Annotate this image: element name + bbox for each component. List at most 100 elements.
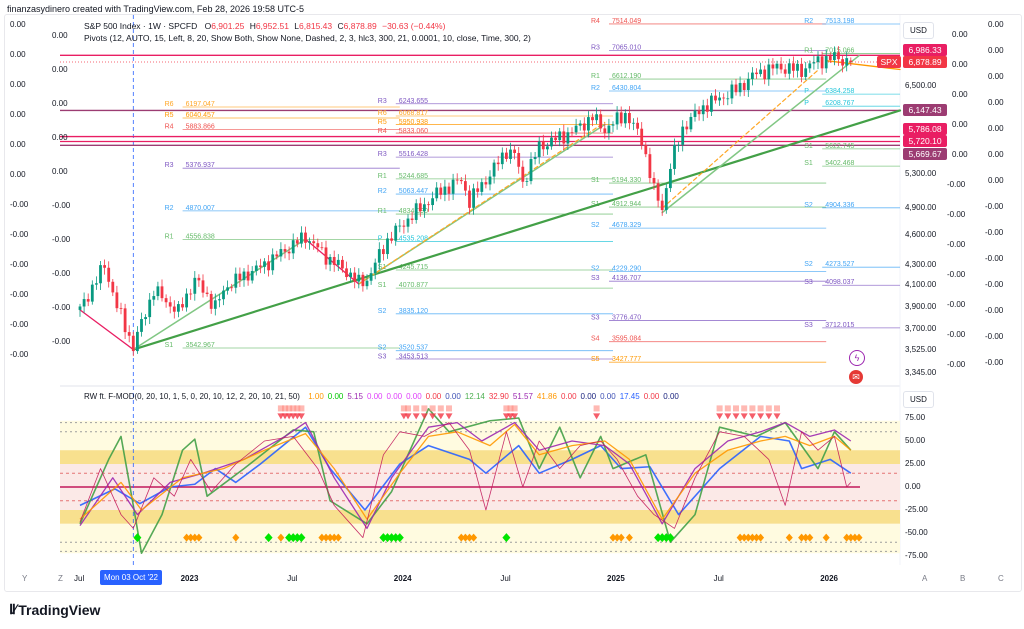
pivots-legend[interactable]: Pivots (12, AUTO, 15, Left, 8, 20, Show … <box>84 33 531 43</box>
pivot-value-label: 4245.715 <box>399 264 428 271</box>
oscillator-axis-label: 25.00 <box>905 459 926 468</box>
tradingview-logo-icon: Ⅱ∕ <box>9 601 16 617</box>
candle-body <box>119 308 123 309</box>
oscillator-axis-label: 0.00 <box>905 482 921 491</box>
pivot-value-label: 5376.937 <box>186 162 215 169</box>
currency-button[interactable]: USD <box>903 22 934 39</box>
time-axis-button-c[interactable]: C <box>998 574 1004 583</box>
lightning-alert-icon[interactable]: ϟ <box>849 350 865 366</box>
time-axis-button-y[interactable]: Y <box>22 574 28 583</box>
symbol-name[interactable]: S&P 500 Index · 1W · SPCFD <box>84 21 198 31</box>
candle-body <box>205 292 209 294</box>
candle-body <box>710 95 713 112</box>
candle-body <box>570 132 574 134</box>
oscillator-axis-label: -50.00 <box>905 528 928 537</box>
candle-body <box>386 238 389 255</box>
tradingview-logo[interactable]: Ⅱ∕ TradingView <box>9 601 100 618</box>
pivot-value-label: 3542.967 <box>186 342 215 349</box>
candle-body <box>615 112 619 125</box>
oscillator-legend[interactable]: RW ft. F-MOD(0, 20, 10, 1, 5, 0, 20, 10,… <box>84 392 683 401</box>
crosshair-date-label: Mon 03 Oct '22 <box>100 570 162 585</box>
symbol-legend[interactable]: S&P 500 Index · 1W · SPCFD O6,901.25 H6,… <box>84 21 445 31</box>
left-scale-label: -0.00 <box>10 200 29 209</box>
candle-body <box>431 198 434 206</box>
green-diamond-signal <box>379 533 388 543</box>
candle-body <box>681 126 685 145</box>
candle-body <box>582 123 586 131</box>
orange-diamond-signal <box>736 533 744 542</box>
signal-highlight <box>741 405 748 412</box>
candle-body <box>353 272 357 282</box>
candle-body <box>361 274 365 287</box>
candle-body <box>800 63 803 77</box>
candle-body <box>808 63 812 69</box>
pivot-level-label: R5 <box>378 119 387 126</box>
candle-body <box>140 319 143 332</box>
chart-frame <box>4 14 1022 592</box>
pivot-level-label: S1 <box>378 282 387 289</box>
change-value: −30.63 (−0.44%) <box>382 21 446 31</box>
candle-body <box>828 56 832 61</box>
orange-diamond-signal <box>318 533 326 542</box>
signal-highlight <box>413 405 420 412</box>
orange-diamond-signal <box>806 533 814 542</box>
brand-name: TradingView <box>18 601 101 618</box>
candle-body <box>669 168 672 189</box>
right-scale-label: -0.00 <box>985 202 1004 211</box>
pivot-level-label: P <box>804 100 809 107</box>
signal-highlight <box>593 405 600 412</box>
red-triangle-signal <box>716 413 724 420</box>
candle-body <box>648 154 652 178</box>
pivot-level-label: S3 <box>591 314 600 321</box>
candle-body <box>566 132 570 144</box>
green-diamond-signal <box>395 533 404 543</box>
candle-body <box>812 62 816 64</box>
candle-body <box>443 186 447 195</box>
orange-diamond-signal <box>232 533 240 542</box>
left-scale-label: 0.00 <box>52 31 68 40</box>
signal-highlight <box>507 405 514 412</box>
time-axis-button-z[interactable]: Z <box>58 574 63 583</box>
oscillator-name[interactable]: RW ft. F-MOD <box>84 392 135 401</box>
time-axis-button-b[interactable]: B <box>960 574 966 583</box>
candle-body <box>291 240 295 254</box>
right-scale-label: 0.00 <box>952 150 968 159</box>
candle-body <box>623 112 627 124</box>
pivot-value-label: 4556.838 <box>186 233 215 240</box>
oscillator-value: 12.14 <box>464 392 485 401</box>
pivot-value-label: 4535.208 <box>399 236 428 243</box>
pivot-value-label: 5950.938 <box>399 119 428 126</box>
oscillator-axis-label: -25.00 <box>905 505 928 514</box>
right-scale-label: 0.00 <box>988 176 1004 185</box>
open-label: O <box>204 21 212 31</box>
trendline <box>661 69 819 209</box>
pivot-level-label: R4 <box>165 123 174 130</box>
green-diamond-signal <box>285 533 294 543</box>
candle-body <box>279 249 283 257</box>
candle-body <box>336 259 340 265</box>
candle-body <box>759 69 762 75</box>
candle-body <box>152 296 156 300</box>
low-label: L <box>294 21 300 31</box>
right-scale-label: 0.00 <box>952 60 968 69</box>
oscillator-value: 0.00 <box>445 392 461 401</box>
signal-highlight <box>724 405 731 412</box>
green-diamond-signal <box>654 533 663 543</box>
candle-body <box>144 317 147 320</box>
candle-body <box>455 179 459 181</box>
oscillator-currency-button[interactable]: USD <box>903 391 934 408</box>
price-tag: 5,669.67 <box>903 147 947 160</box>
time-axis-button-a[interactable]: A <box>922 574 928 583</box>
signal-highlight <box>421 405 428 412</box>
red-triangle-signal <box>429 413 437 420</box>
candle-body <box>607 125 611 133</box>
pivot-level-label: R5 <box>165 112 174 119</box>
red-triangle-signal <box>437 413 445 420</box>
orange-diamond-signal <box>851 533 859 542</box>
candle-body <box>533 157 537 160</box>
candle-body <box>181 304 184 308</box>
candle-body <box>382 249 385 255</box>
economic-event-icon[interactable]: ✉ <box>849 370 863 384</box>
green-diamond-signal <box>289 533 298 543</box>
